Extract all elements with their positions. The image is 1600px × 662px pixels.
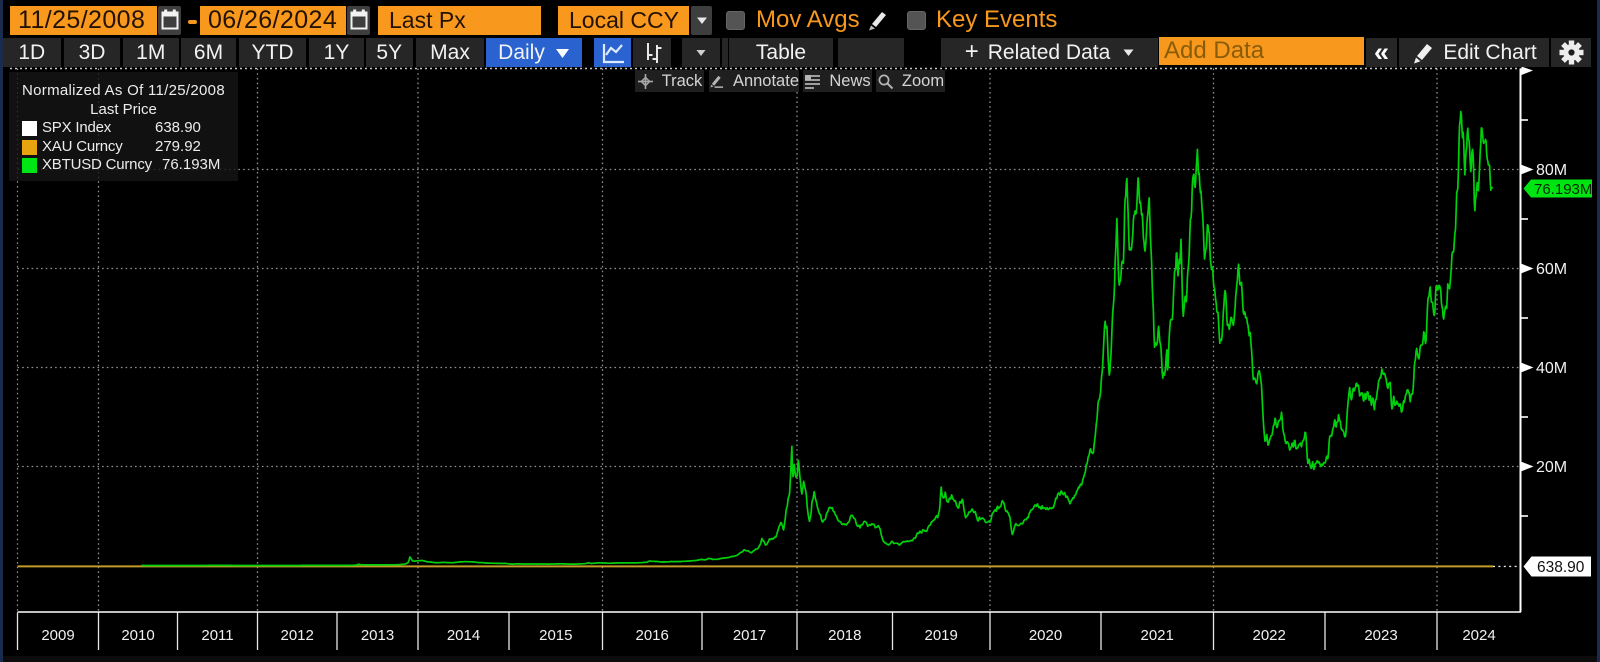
svg-text:2010: 2010 <box>121 627 154 644</box>
svg-text:80M: 80M <box>1536 162 1567 179</box>
svg-text:2017: 2017 <box>733 627 766 644</box>
svg-text:2012: 2012 <box>281 627 314 644</box>
svg-text:60M: 60M <box>1536 261 1567 278</box>
svg-text:76.193M: 76.193M <box>1534 181 1592 198</box>
svg-text:2013: 2013 <box>361 627 394 644</box>
svg-text:2014: 2014 <box>447 627 480 644</box>
svg-text:2023: 2023 <box>1364 627 1397 644</box>
svg-text:2018: 2018 <box>828 627 861 644</box>
svg-text:638.90: 638.90 <box>1537 559 1585 576</box>
svg-text:2009: 2009 <box>41 627 74 644</box>
svg-text:2024: 2024 <box>1462 627 1495 644</box>
svg-text:2020: 2020 <box>1029 627 1062 644</box>
svg-text:2022: 2022 <box>1253 627 1286 644</box>
svg-text:2019: 2019 <box>925 627 958 644</box>
svg-text:2016: 2016 <box>636 627 669 644</box>
svg-text:2021: 2021 <box>1141 627 1174 644</box>
svg-text:20M: 20M <box>1536 459 1567 476</box>
svg-text:2011: 2011 <box>201 627 233 644</box>
svg-text:2015: 2015 <box>539 627 572 644</box>
svg-text:40M: 40M <box>1536 360 1567 377</box>
